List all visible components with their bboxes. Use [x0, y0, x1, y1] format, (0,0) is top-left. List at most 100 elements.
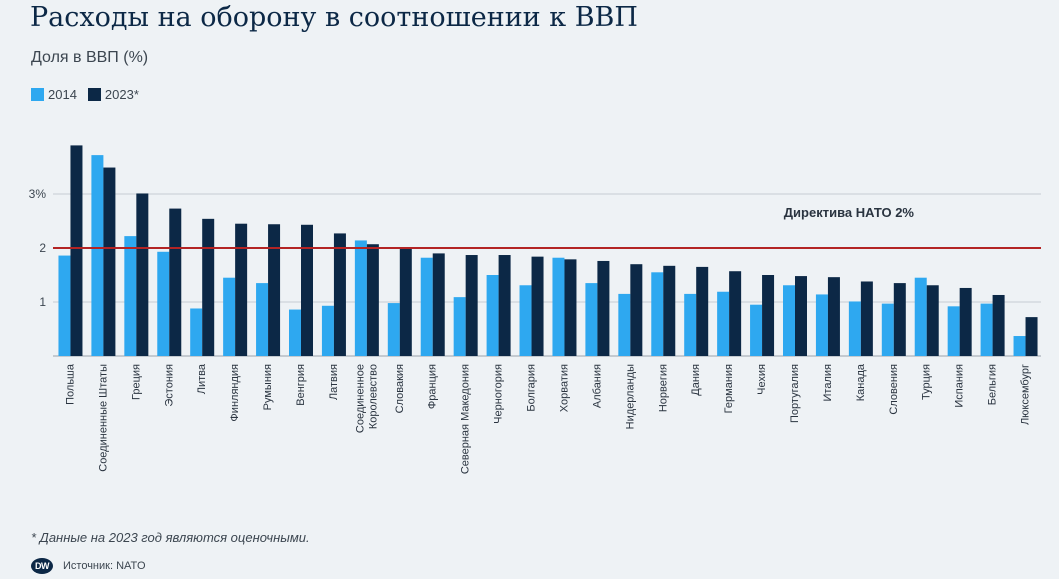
bar-2014-18 [651, 272, 664, 356]
x-tick-label-line: Италия [822, 364, 834, 402]
x-tick-label-14: Болгария [526, 364, 538, 412]
x-tick-label-line: Польша [64, 363, 76, 405]
x-tick-label-line: Северная Македония [460, 364, 472, 474]
bar-2014-14 [519, 285, 532, 356]
bar-2023-3 [169, 208, 182, 356]
x-tick-label-line: Турция [921, 364, 933, 400]
x-tick-label-29: Люксембург [1020, 364, 1032, 425]
bar-2014-19 [684, 293, 697, 356]
x-tick-label-line: Португалия [789, 364, 801, 423]
bar-2023-17 [630, 264, 643, 356]
bar-2014-26 [914, 277, 927, 356]
x-tick-label-line: Канада [855, 363, 867, 401]
bar-2014-6 [256, 283, 269, 356]
bar-2023-13 [498, 255, 511, 356]
x-tick-label-line: Хорватия [558, 364, 570, 412]
bar-2014-24 [848, 301, 861, 356]
bar-2014-29 [1013, 336, 1026, 356]
x-tick-label-0: Польша [64, 363, 76, 405]
bar-2023-7 [301, 224, 313, 356]
bar-2014-22 [783, 285, 795, 356]
bar-2023-1 [103, 167, 116, 356]
x-tick-label-24: Канада [855, 363, 867, 401]
bar-2014-5 [223, 277, 236, 356]
x-tick-label-9: СоединенноеКоролевство [354, 364, 379, 433]
x-tick-label-line: Литва [196, 363, 208, 394]
bar-2023-21 [762, 275, 775, 356]
x-tick-label-line: Эстония [163, 364, 175, 407]
source-text: Источник: NATO [63, 560, 146, 572]
source-line: DW Источник: NATO [31, 558, 146, 574]
y-tick-label-2: 3% [29, 187, 47, 201]
bar-2014-11 [420, 257, 433, 356]
y-tick-label-1: 2 [39, 241, 46, 255]
x-tick-label-16: Албания [591, 364, 603, 408]
x-tick-label-line: Словакия [394, 364, 406, 413]
bar-2023-4 [202, 218, 215, 356]
x-tick-label-28: Бельгия [987, 364, 999, 405]
bar-2023-16 [597, 260, 610, 356]
bar-2023-25 [893, 283, 906, 356]
dw-logo: DW [31, 558, 53, 574]
x-tick-label-line: Латвия [328, 364, 340, 400]
bar-2023-19 [696, 266, 709, 356]
x-tick-label-22: Португалия [789, 364, 801, 423]
bar-2014-1 [91, 155, 104, 356]
bar-2023-5 [235, 223, 248, 356]
x-tick-label-line: Соединенное [354, 364, 366, 433]
x-tick-label-21: Чехия [756, 364, 768, 395]
nato-reference-label: Директива НАТО 2% [784, 205, 915, 220]
x-tick-label-line: Испания [954, 364, 966, 408]
x-tick-label-18: Норвегия [657, 364, 669, 412]
bar-2014-10 [387, 303, 400, 356]
bar-2023-24 [860, 281, 873, 356]
legend-swatch-2014 [31, 88, 44, 101]
x-tick-label-11: Франция [427, 364, 439, 409]
legend: 2014 2023* [31, 87, 150, 102]
bar-2023-6 [268, 224, 281, 356]
bar-2014-9 [354, 240, 367, 356]
bar-2023-0 [70, 145, 83, 356]
bar-2014-23 [815, 294, 828, 356]
x-tick-label-line: Венгрия [295, 364, 307, 406]
x-tick-label-line: Черногория [493, 364, 505, 424]
legend-swatch-2023 [87, 88, 101, 101]
chart-title: Расходы на оборону в соотношении к ВВП [30, 2, 638, 33]
x-tick-label-6: Румыния [262, 364, 274, 410]
x-tick-label-line: Греция [130, 364, 142, 400]
x-tick-label-13: Черногория [493, 364, 505, 424]
x-tick-label-4: Литва [196, 363, 208, 394]
bar-2014-0 [58, 255, 71, 356]
bar-2023-22 [795, 276, 807, 356]
x-tick-label-15: Хорватия [558, 364, 570, 412]
bar-2023-12 [465, 255, 478, 356]
x-tick-label-line: Финляндия [229, 364, 241, 422]
x-tick-label-10: Словакия [394, 364, 406, 413]
legend-item-2014: 2014 [31, 87, 77, 102]
bar-2023-14 [531, 256, 544, 356]
x-tick-label-line: Румыния [262, 364, 274, 410]
x-tick-label-27: Испания [954, 364, 966, 408]
bar-2014-27 [947, 306, 960, 356]
bar-2014-2 [124, 236, 137, 356]
bar-2023-11 [432, 253, 445, 356]
bar-2014-8 [321, 305, 334, 356]
x-tick-label-line: Германия [723, 364, 735, 413]
bar-2023-2 [136, 193, 149, 356]
chart-subtitle: Доля в ВВП (%) [31, 49, 149, 66]
bar-2023-8 [333, 233, 346, 356]
footnote: * Данные на 2023 год являются оценочными… [31, 530, 310, 545]
x-tick-label-7: Венгрия [295, 364, 307, 406]
x-tick-label-line: Франция [427, 364, 439, 409]
bar-2023-20 [729, 271, 742, 356]
bar-2014-20 [717, 291, 730, 356]
bar-2023-18 [663, 265, 676, 356]
bar-2023-27 [959, 287, 972, 356]
bar-2014-12 [453, 297, 466, 356]
y-tick-label-0: 1 [39, 295, 46, 309]
bar-2014-17 [618, 293, 631, 356]
x-tick-label-line: Чехия [756, 364, 768, 395]
x-tick-label-line: Бельгия [987, 364, 999, 405]
x-tick-label-line: Словения [888, 364, 900, 415]
